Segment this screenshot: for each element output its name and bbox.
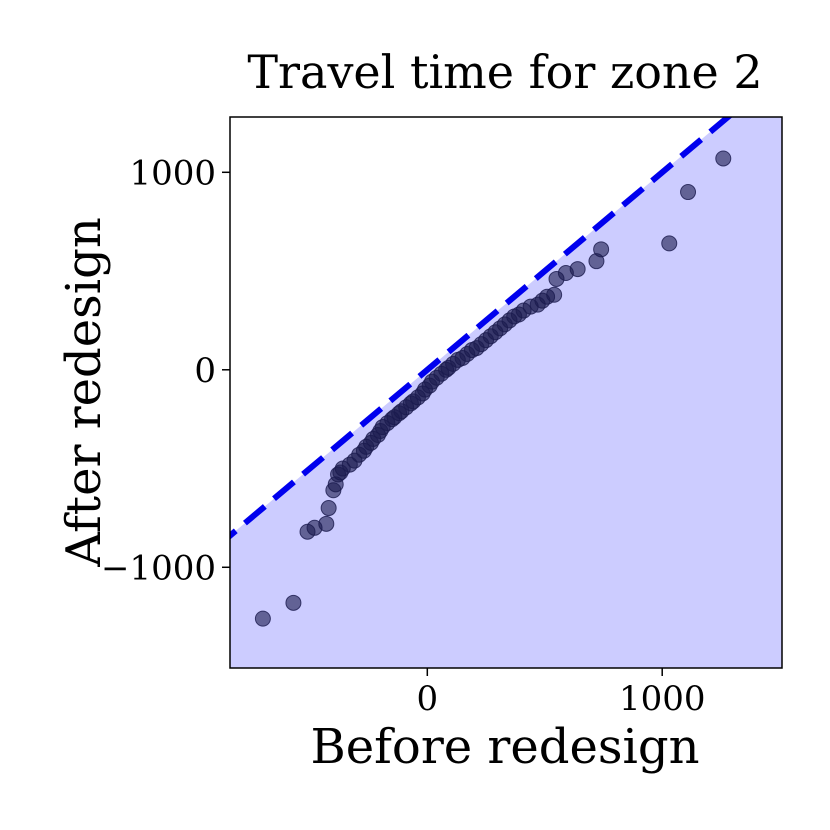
data-point: [320, 500, 337, 517]
x-tick-label: 1000: [619, 679, 706, 719]
data-point: [680, 184, 697, 201]
x-tick-label: 0: [416, 679, 438, 719]
y-tick-label: −1000: [101, 548, 216, 588]
data-points: [254, 150, 732, 627]
x-axis-ticks: 0 1000: [416, 668, 705, 719]
data-point: [593, 241, 610, 258]
y-axis-label: After redesign: [56, 217, 112, 568]
chart-title: Travel time for zone 2: [247, 45, 762, 99]
data-point: [661, 235, 678, 252]
data-point: [715, 150, 732, 167]
data-point: [318, 515, 335, 532]
data-point: [254, 610, 271, 627]
plot-frame: [229, 116, 783, 669]
data-point: [285, 594, 302, 611]
data-point: [569, 261, 586, 278]
y-tick-label: 0: [194, 351, 216, 391]
y-axis-ticks: −1000 0 1000: [101, 153, 230, 588]
data-point: [546, 286, 563, 303]
x-axis-label: Before redesign: [310, 719, 699, 775]
y-tick-label: 1000: [129, 153, 216, 193]
